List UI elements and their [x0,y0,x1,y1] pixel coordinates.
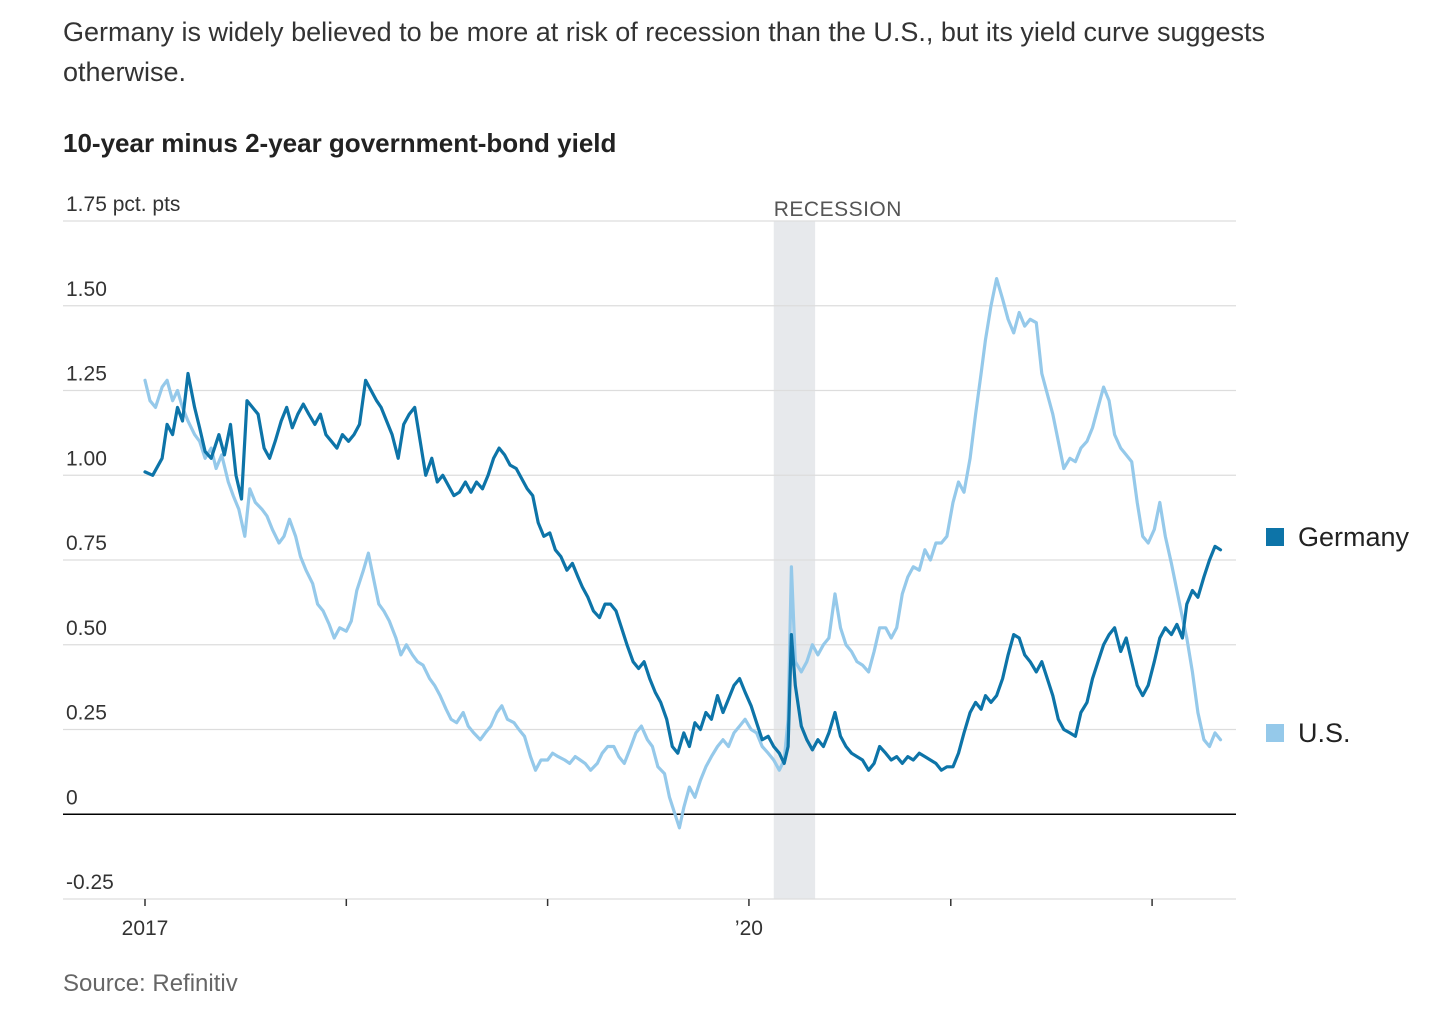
chart-subtitle: Germany is widely believed to be more at… [63,17,1266,87]
legend-label: U.S. [1298,718,1351,748]
y-tick-label: 1.25 [66,363,107,386]
y-tick-label: 0.25 [66,702,107,725]
legend-swatch [1266,724,1284,742]
recession-shading-group: RECESSION [773,198,902,899]
recession-label: RECESSION [774,198,902,221]
y-tick-label: 0.75 [66,532,107,555]
legend-swatch [1266,528,1284,546]
legend-label: Germany [1298,522,1410,552]
y-tick-label: 0.50 [66,617,107,640]
y-tick-label: 0 [66,786,78,809]
y-tick-label: 1.00 [66,447,107,470]
y-tick-label: 1.50 [66,278,107,301]
chart-title: 10-year minus 2-year government-bond yie… [63,128,617,158]
x-tick-label: 2017 [122,917,169,940]
x-tick-label: ’20 [735,917,763,940]
y-tick-label: 1.75 pct. pts [66,193,180,216]
series-line-germany [143,371,1223,772]
y-tick-label: -0.25 [66,871,114,894]
legend: Germany U.S. [1266,522,1410,748]
gridlines: 1.75 pct. pts 1.50 1.25 1.00 0.75 0.50 0.25 0 -0… [63,193,1236,900]
axes: 2017 ’20 [122,899,1153,940]
series-lines [143,277,1223,830]
series-line-us [143,277,1223,830]
source-note: Source: Refinitiv [63,970,238,997]
